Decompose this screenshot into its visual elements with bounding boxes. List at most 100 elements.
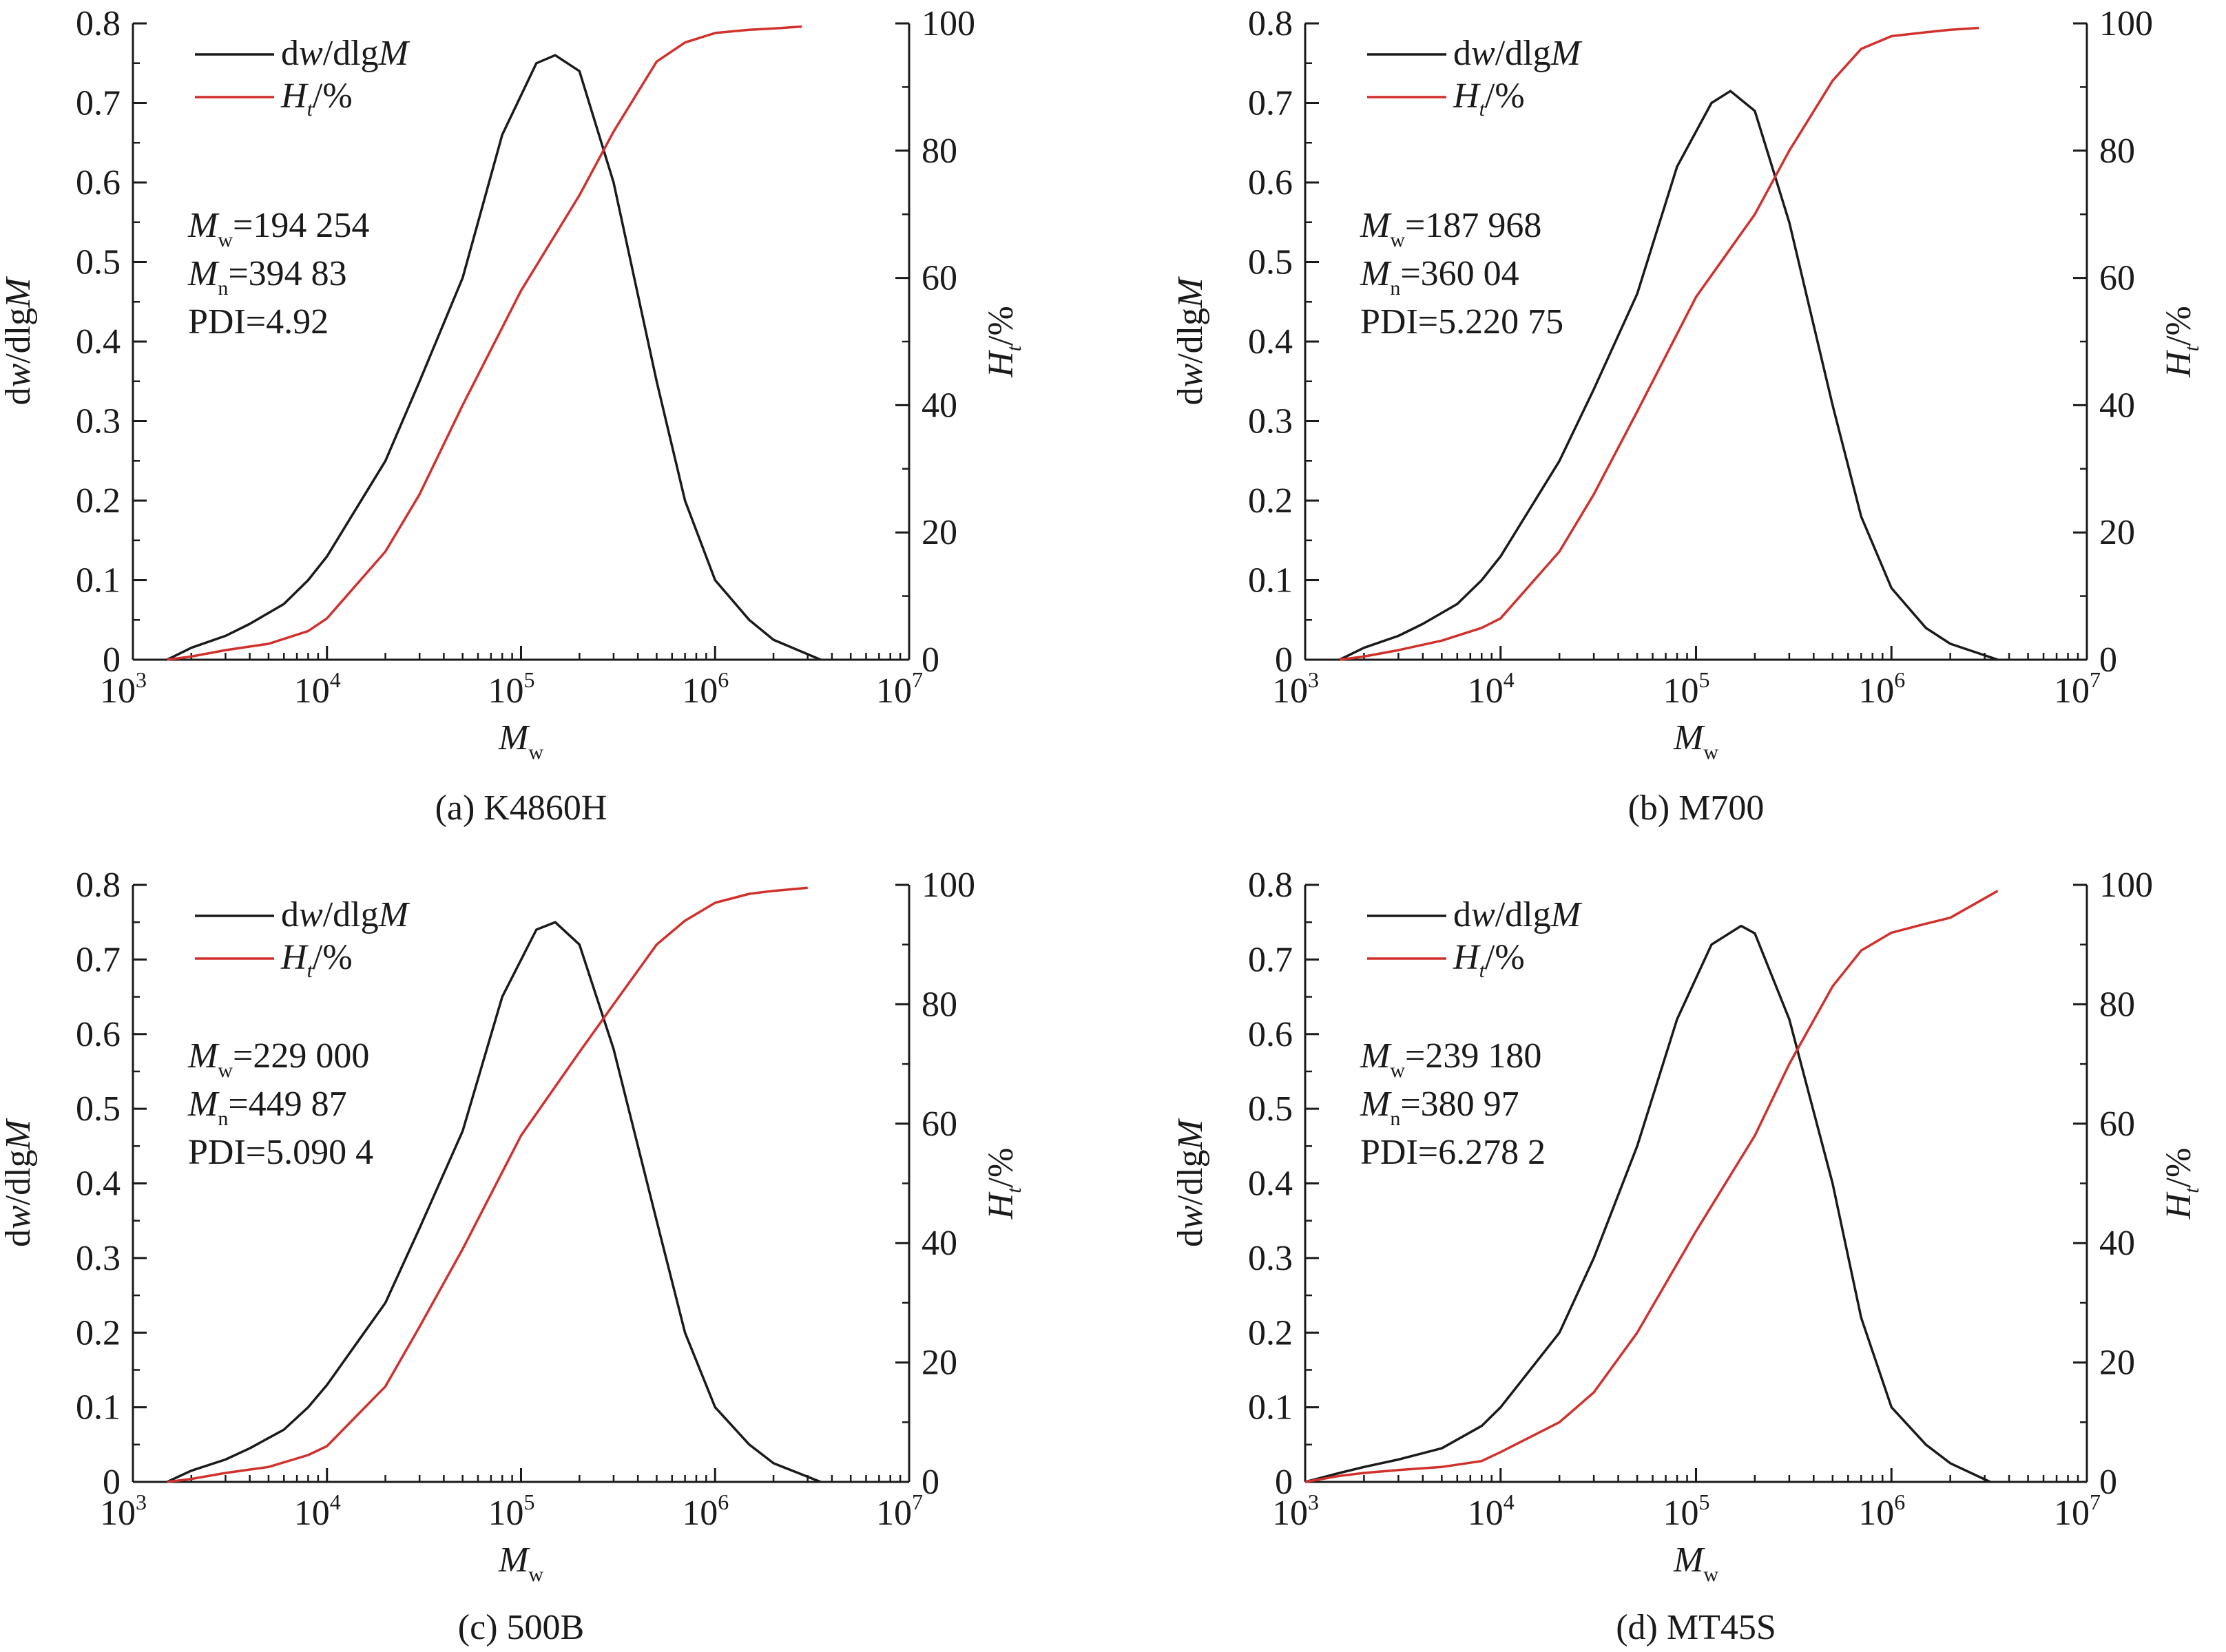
- x-tick-base: 10: [2054, 1494, 2090, 1533]
- x-tick-base: 10: [294, 1494, 330, 1533]
- left-y-tick-label: 0.4: [76, 1164, 121, 1204]
- x-label-sub: w: [528, 741, 543, 764]
- dw-dlgm-series-line: [1339, 90, 1999, 661]
- right-y-tick-label: 80: [922, 985, 957, 1024]
- x-tick-label: 104: [294, 667, 341, 711]
- legend-ht-rest: /%: [1485, 938, 1525, 977]
- left-y-label-part: d: [1171, 387, 1210, 405]
- left-y-label-part: /dlg: [1171, 308, 1210, 364]
- legend-dw-part: w: [1471, 34, 1495, 73]
- pdi-annotation: PDI=4.92: [188, 302, 329, 342]
- ht-series-line: [1304, 890, 1999, 1483]
- right-y-label-sub: t: [2181, 345, 2203, 351]
- right-y-tick-label: 0: [2099, 1463, 2117, 1502]
- right-y-tick-label: 20: [922, 1343, 957, 1383]
- left-y-tick-label: 0.5: [1248, 243, 1293, 282]
- left-y-tick-label: 0.7: [76, 84, 121, 123]
- mw-symbol: M: [1360, 1036, 1392, 1076]
- right-y-axis-label: Ht/%: [2159, 1148, 2203, 1220]
- panel-caption: (c) 500B: [458, 1608, 584, 1647]
- right-y-tick-label: 40: [2099, 386, 2135, 425]
- left-y-label-part: d: [0, 387, 38, 405]
- left-y-label-part: d: [0, 1229, 38, 1247]
- mw-subscript: w: [1390, 1059, 1405, 1082]
- left-y-tick-label: 0.7: [76, 940, 121, 979]
- legend-ht-sub: t: [1479, 959, 1486, 982]
- x-tick-label: 106: [682, 667, 729, 711]
- mw-annotation: Mw=187 968: [1360, 206, 1541, 251]
- chart-panel-3: 103 104 105 106 10700.10.20.30.40.50.60.70.8…: [0, 866, 1026, 1647]
- ht-series-line: [167, 886, 808, 1483]
- legend-dw-part: d: [1453, 895, 1471, 934]
- panel-caption: (b) M700: [1628, 788, 1765, 828]
- x-axis-label: Mw: [498, 718, 543, 764]
- mn-subscript: n: [218, 277, 228, 300]
- x-tick-exponent: 6: [1894, 1489, 1905, 1514]
- x-tick-exponent: 7: [912, 667, 923, 692]
- mw-subscript: w: [218, 229, 233, 251]
- left-y-tick-label: 0.6: [76, 163, 121, 202]
- x-tick-label: 104: [1468, 1489, 1515, 1533]
- legend-ht-rest: /%: [313, 76, 353, 116]
- x-tick-exponent: 3: [136, 667, 147, 692]
- legend-dw-part: M: [378, 34, 410, 73]
- left-y-tick-label: 0.7: [1248, 940, 1293, 979]
- left-y-label-part: M: [0, 1118, 38, 1150]
- left-y-tick-label: 0.3: [1248, 402, 1293, 441]
- left-y-tick-label: 0: [1275, 1463, 1293, 1502]
- left-y-axis-label: dw/dlgM: [1171, 276, 1210, 406]
- left-y-label-part: /dlg: [1171, 1149, 1210, 1205]
- legend-dw-part: M: [1550, 895, 1583, 934]
- right-y-label-sub: t: [1003, 345, 1026, 351]
- right-y-tick-label: 80: [2099, 132, 2135, 171]
- x-tick-base: 10: [876, 671, 912, 711]
- legend-label-ht: Ht/%: [280, 938, 353, 982]
- x-tick-exponent: 6: [1894, 667, 1905, 692]
- legend-dw-part: /dlg: [1495, 34, 1551, 73]
- x-tick-exponent: 4: [330, 1489, 341, 1514]
- left-y-tick-label: 0.8: [1248, 866, 1293, 905]
- mn-value: =380 97: [1400, 1085, 1519, 1124]
- x-tick-base: 10: [488, 671, 524, 711]
- legend-label-ht: Ht/%: [280, 76, 353, 121]
- legend-ht-sub: t: [307, 959, 313, 982]
- mw-annotation: Mw=239 180: [1360, 1036, 1541, 1082]
- pdi-annotation: PDI=5.220 75: [1360, 302, 1563, 342]
- x-tick-label: 103: [1272, 1489, 1319, 1533]
- left-y-tick-label: 0.8: [1248, 4, 1293, 43]
- x-tick-exponent: 4: [1504, 667, 1515, 692]
- mn-value: =360 04: [1400, 254, 1519, 293]
- panel-caption: (d) MT45S: [1616, 1608, 1776, 1647]
- mn-symbol: M: [187, 254, 220, 293]
- mn-annotation: Mn=449 87: [187, 1085, 347, 1130]
- left-y-tick-label: 0.7: [1248, 84, 1293, 123]
- right-y-tick-label: 40: [2099, 1224, 2135, 1263]
- mn-subscript: n: [1390, 277, 1400, 300]
- mw-value: =194 254: [233, 206, 369, 245]
- x-tick-label: 104: [294, 1489, 341, 1533]
- x-tick-exponent: 5: [1699, 667, 1710, 692]
- x-axis-label: Mw: [1673, 718, 1718, 764]
- x-tick-exponent: 6: [718, 667, 729, 692]
- x-tick-exponent: 3: [136, 1489, 147, 1514]
- legend-dw-part: d: [281, 34, 299, 73]
- left-y-tick-label: 0.6: [1248, 163, 1293, 202]
- x-label-main: M: [1673, 1540, 1705, 1580]
- mw-symbol: M: [1360, 206, 1392, 245]
- legend-ht-main: H: [1453, 76, 1481, 116]
- dw-dlgm-series-line: [166, 54, 822, 661]
- x-tick-label: 105: [1663, 1489, 1710, 1533]
- legend-ht-rest: /%: [1485, 76, 1525, 116]
- x-tick-base: 10: [1858, 671, 1894, 711]
- x-tick-label: 107: [876, 667, 923, 711]
- left-y-tick-label: 0: [1275, 640, 1293, 680]
- legend-ht-rest: /%: [313, 938, 353, 977]
- legend-dw-part: M: [1550, 34, 1583, 73]
- x-tick-exponent: 3: [1308, 667, 1319, 692]
- x-tick-base: 10: [1468, 1494, 1504, 1533]
- mn-symbol: M: [1360, 1085, 1392, 1124]
- x-label-main: M: [498, 718, 530, 757]
- left-y-label-part: M: [1171, 276, 1210, 309]
- left-y-tick-label: 0.1: [76, 561, 121, 600]
